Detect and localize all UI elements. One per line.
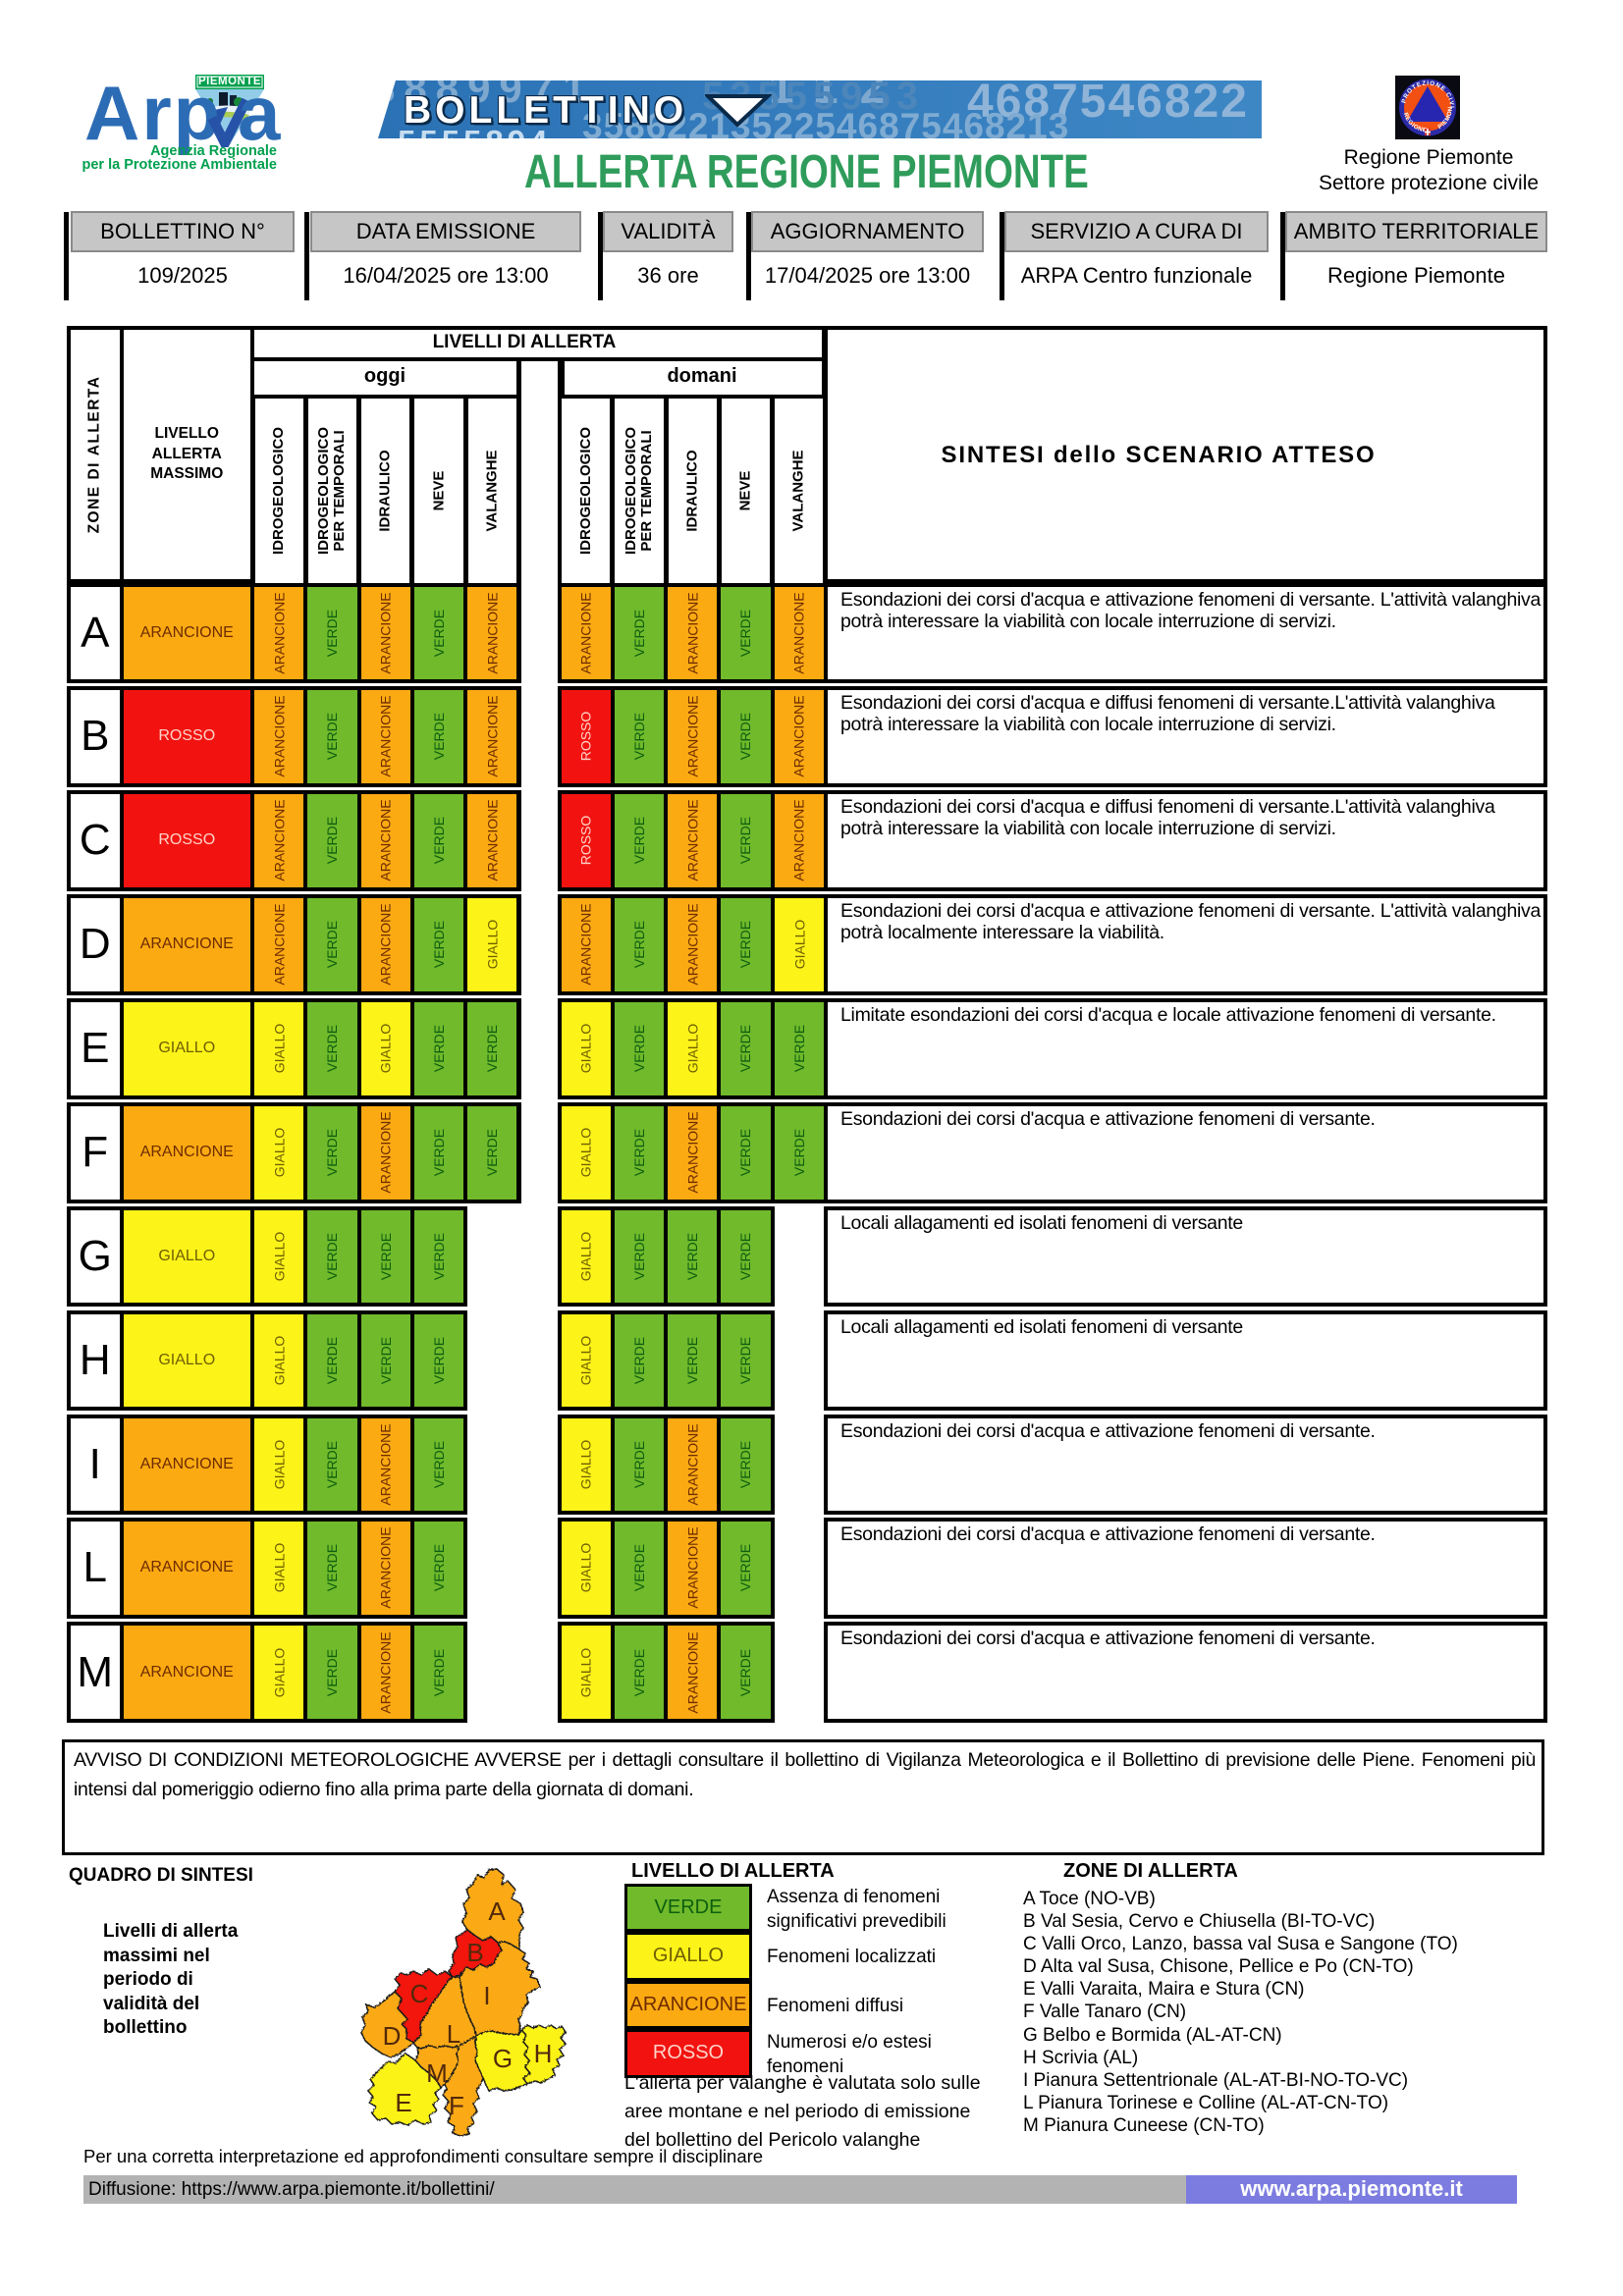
svg-text:B: B	[466, 1938, 483, 1967]
svg-text:D: D	[383, 2021, 402, 2051]
svg-text:H: H	[534, 2039, 553, 2068]
svg-text:F: F	[449, 2091, 464, 2120]
svg-text:I: I	[483, 1981, 490, 2010]
svg-text:C: C	[410, 1979, 429, 2008]
svg-text:L: L	[447, 2019, 460, 2049]
svg-text:M: M	[426, 2058, 448, 2088]
svg-text:E: E	[395, 2088, 411, 2117]
svg-text:G: G	[493, 2044, 513, 2073]
svg-text:A: A	[488, 1896, 506, 1926]
